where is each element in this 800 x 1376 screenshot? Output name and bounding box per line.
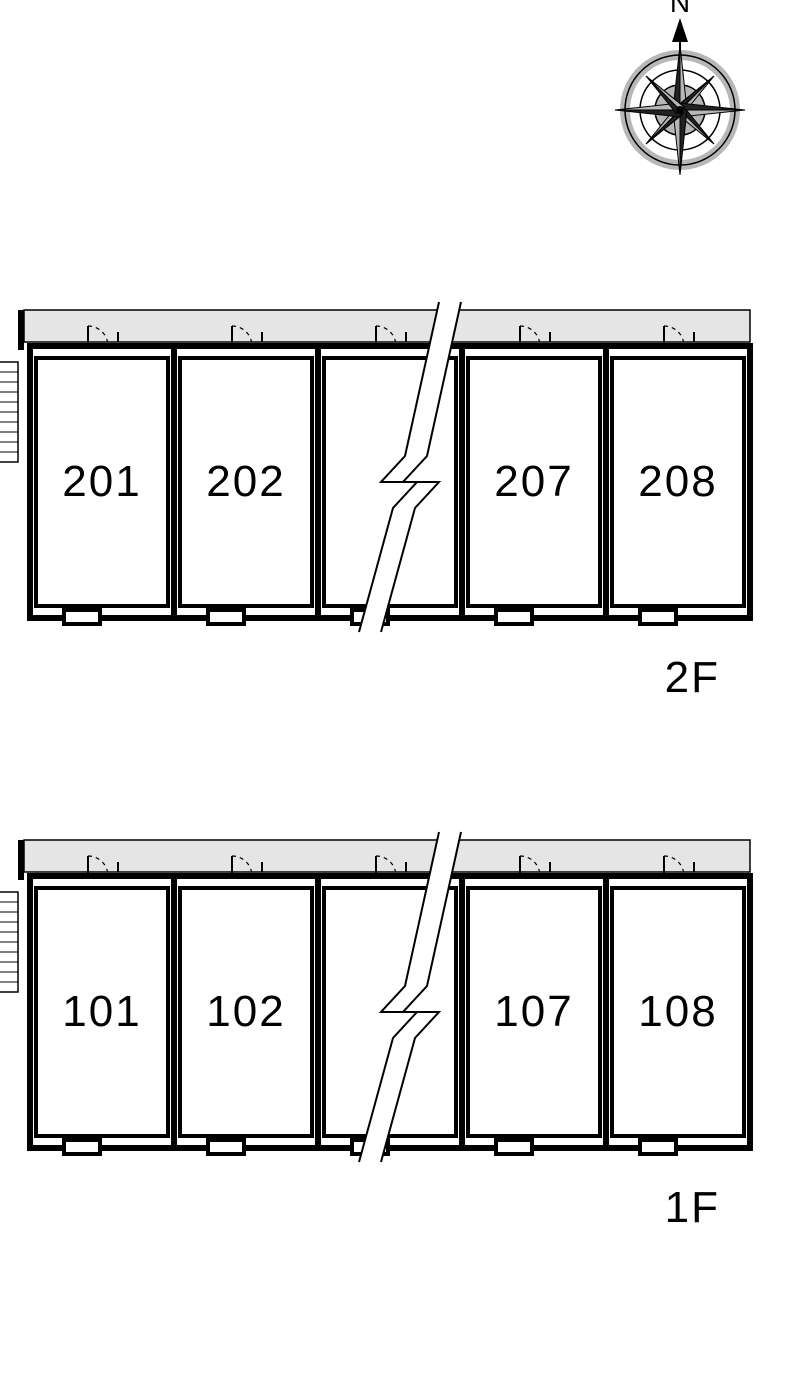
floor-label: 2F: [665, 653, 720, 702]
room-number-label: 208: [638, 457, 717, 506]
compass-north-label: N: [670, 0, 690, 18]
room-number-label: 101: [62, 987, 141, 1036]
room-number-label: 108: [638, 987, 717, 1036]
room-number-label: 202: [206, 457, 285, 506]
floor-label: 1F: [665, 1183, 720, 1232]
compass-icon: N: [615, 0, 745, 175]
room-number-label: 207: [494, 457, 573, 506]
room-number-label: 102: [206, 987, 285, 1036]
floor-plan-diagram: N 201 202 207 208 2F 101 102 107 108 1F: [0, 0, 800, 1376]
floor-f2: 201 202 207 208 2F: [0, 302, 750, 702]
room-number-label: 201: [62, 457, 141, 506]
floor-f1: 101 102 107 108 1F: [0, 832, 750, 1232]
room-number-label: 107: [494, 987, 573, 1036]
